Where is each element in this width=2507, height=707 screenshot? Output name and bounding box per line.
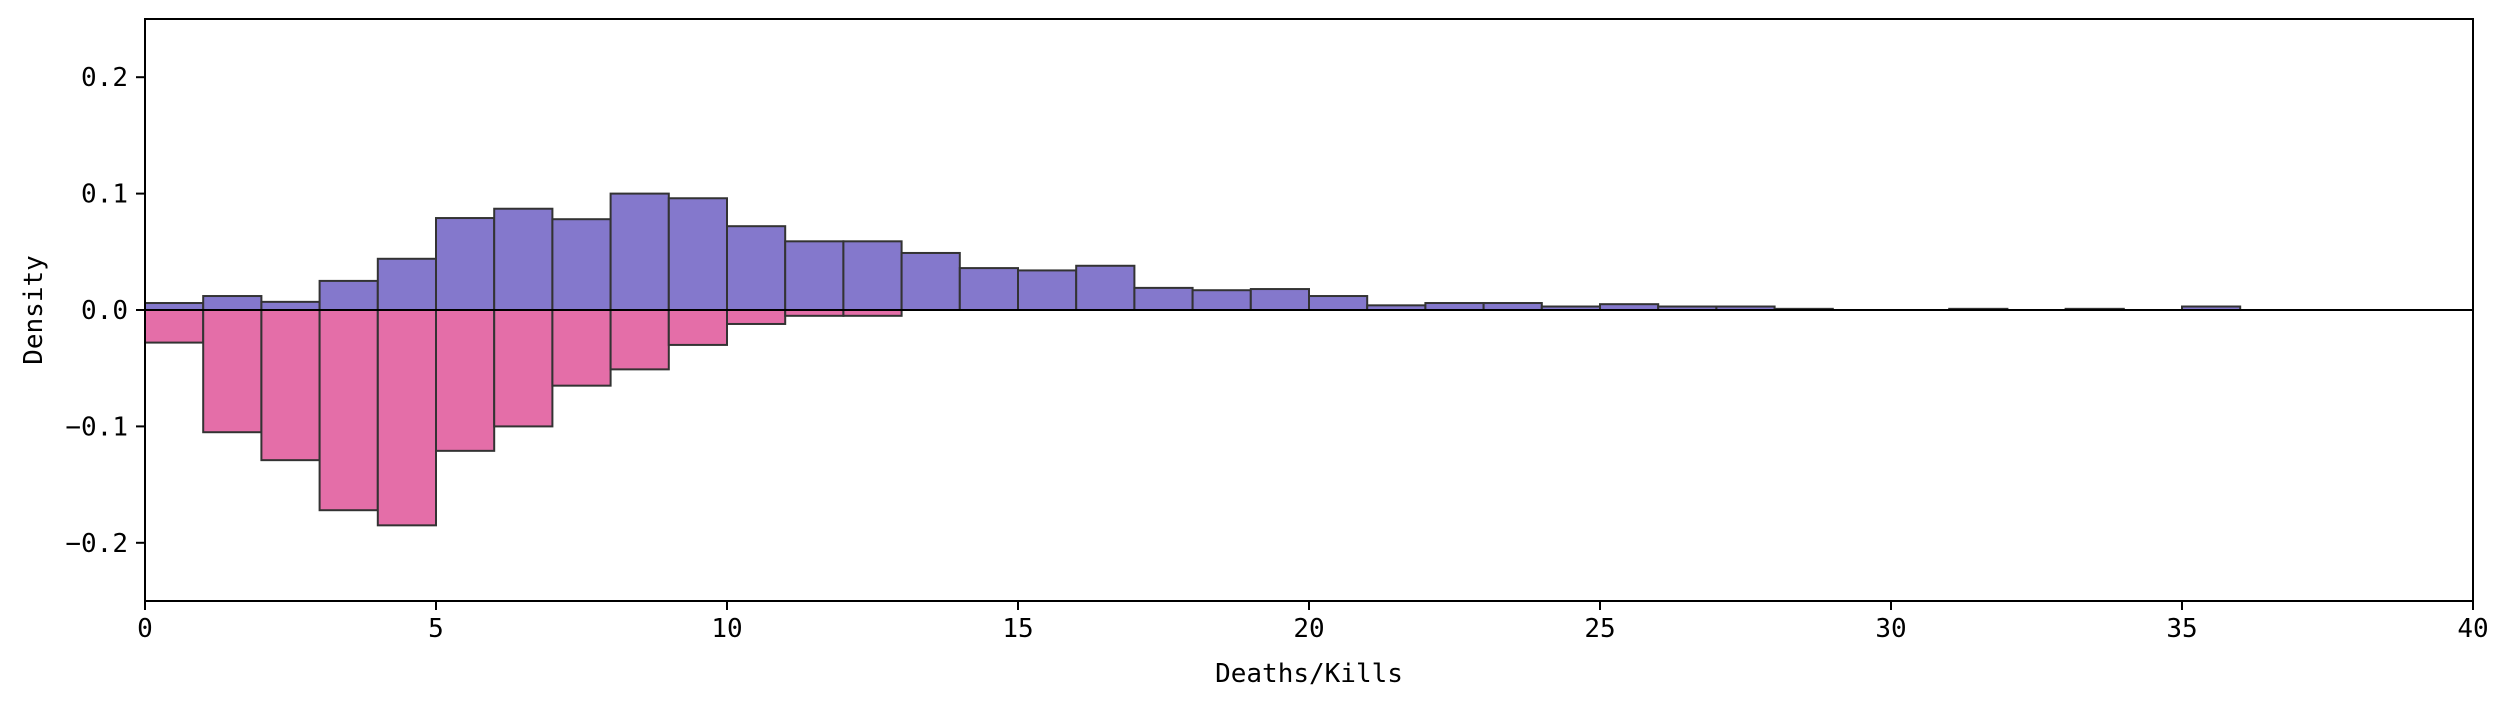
bar-up-4 xyxy=(376,257,437,311)
series-up-bars xyxy=(144,192,2242,312)
x-tick-label: 20 xyxy=(1293,614,1324,644)
x-tick-label: 0 xyxy=(137,614,153,644)
bar-down-1 xyxy=(202,309,263,434)
bar-down-10 xyxy=(726,309,787,325)
bar-up-7 xyxy=(551,218,612,311)
y-tick-label: −0.2 xyxy=(65,529,128,559)
bar-up-22 xyxy=(1424,302,1485,311)
x-tick-label: 25 xyxy=(1584,614,1615,644)
bar-down-7 xyxy=(551,309,612,387)
y-tick-label: 0.1 xyxy=(81,180,128,210)
bar-down-2 xyxy=(260,309,321,462)
bar-down-9 xyxy=(667,309,728,346)
series-down-bars xyxy=(144,309,903,527)
bar-up-3 xyxy=(318,279,379,311)
bar-down-6 xyxy=(493,309,554,428)
bar-down-5 xyxy=(435,309,496,452)
x-tick-label: 5 xyxy=(428,614,444,644)
bar-up-16 xyxy=(1075,264,1136,312)
bar-up-9 xyxy=(667,197,728,311)
bar-up-8 xyxy=(609,192,670,312)
bar-up-2 xyxy=(260,300,321,311)
bar-up-5 xyxy=(435,217,496,312)
bar-up-17 xyxy=(1133,286,1194,312)
bar-up-14 xyxy=(958,267,1019,312)
bar-up-13 xyxy=(900,251,961,312)
y-tick-label: 0.0 xyxy=(81,296,128,326)
x-tick-label: 40 xyxy=(2457,614,2488,644)
bar-up-1 xyxy=(202,295,263,312)
bar-down-0 xyxy=(144,309,205,344)
bar-up-12 xyxy=(842,240,903,312)
y-tick-label: −0.1 xyxy=(65,412,128,442)
bar-up-11 xyxy=(784,240,845,312)
bar-up-6 xyxy=(493,207,554,311)
bar-down-8 xyxy=(609,309,670,371)
x-tick-label: 30 xyxy=(1875,614,1906,644)
bar-up-18 xyxy=(1191,289,1252,312)
bar-up-20 xyxy=(1308,295,1369,312)
bar-up-19 xyxy=(1249,288,1311,312)
x-axis-label: Deaths/Kills xyxy=(1215,659,1403,689)
y-axis-label: Density xyxy=(19,255,49,365)
x-axis: 0 5 10 15 20 25 30 35 40 xyxy=(137,601,2489,644)
bar-up-23 xyxy=(1482,302,1543,311)
bar-down-4 xyxy=(376,309,437,527)
y-tick-label: 0.2 xyxy=(81,63,128,93)
y-axis: −0.2 −0.1 0.0 0.1 0.2 xyxy=(65,63,145,559)
x-tick-label: 35 xyxy=(2166,614,2197,644)
bar-down-3 xyxy=(318,309,379,512)
bar-up-10 xyxy=(726,225,787,311)
bar-up-15 xyxy=(1017,269,1078,312)
x-tick-label: 10 xyxy=(711,614,742,644)
x-tick-label: 15 xyxy=(1002,614,1033,644)
bar-up-0 xyxy=(144,302,205,311)
